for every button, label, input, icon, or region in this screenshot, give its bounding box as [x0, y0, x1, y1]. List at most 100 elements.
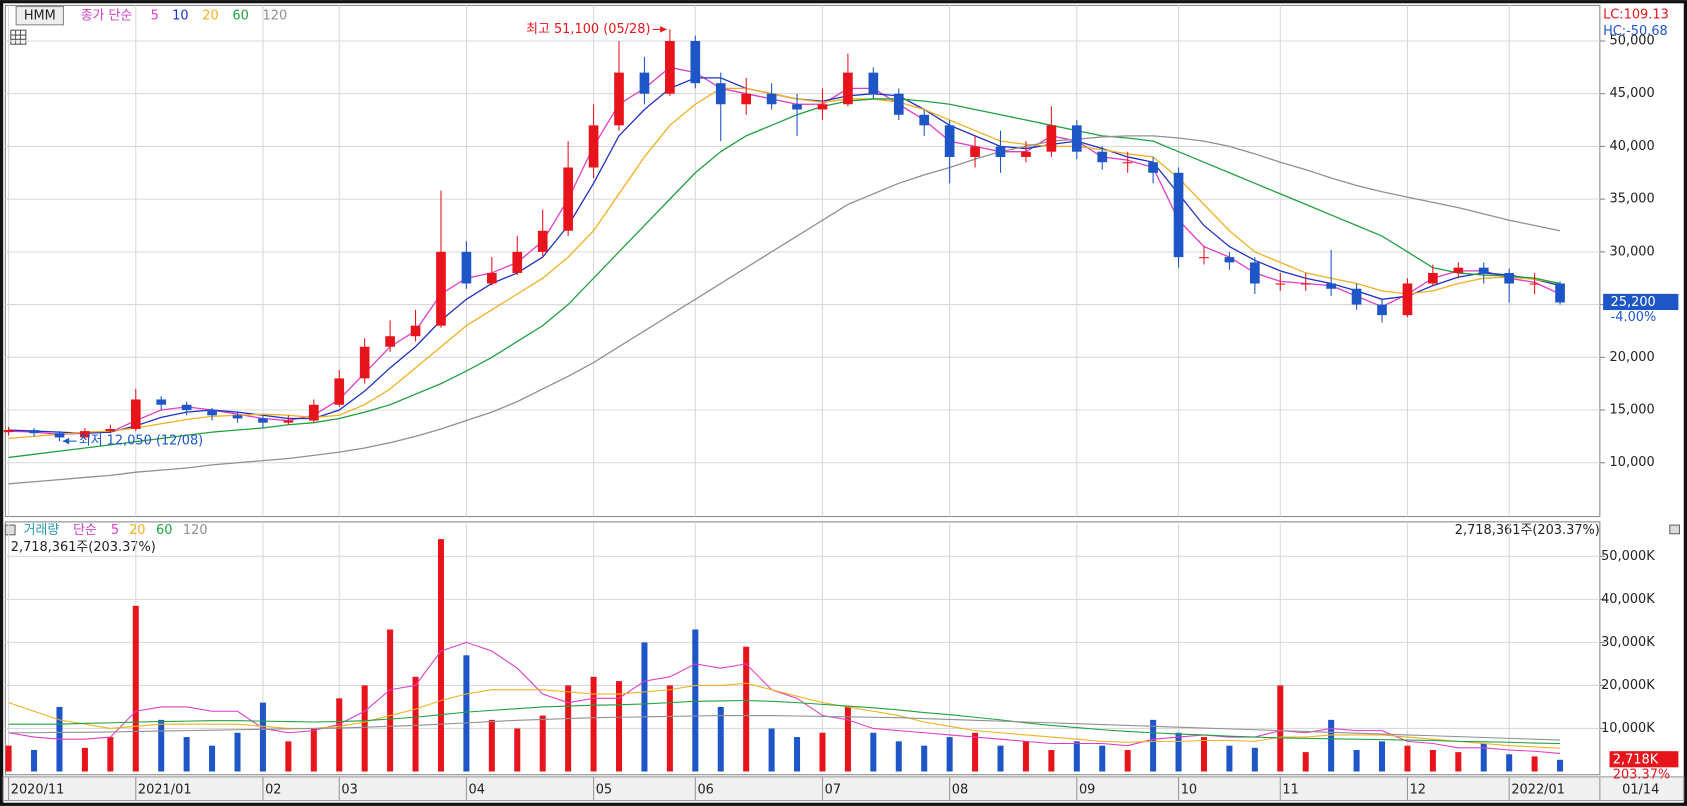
price-panel — [4, 4, 1601, 518]
x-tick-label: 12 — [1410, 782, 1426, 797]
volume-bar — [819, 732, 826, 772]
candle-body — [1453, 267, 1464, 273]
volume-bar — [1353, 749, 1360, 772]
volume-bar — [768, 728, 775, 772]
annotation-arrowhead — [62, 437, 70, 445]
price-legend-prefix: 종가 단순 — [81, 9, 133, 24]
x-tick-label: 07 — [825, 782, 841, 797]
candle-body — [1250, 262, 1260, 284]
symbol-box[interactable] — [15, 5, 65, 26]
y-tick-label: 45,000 — [1610, 86, 1655, 101]
candle-body — [1122, 162, 1133, 164]
volume-bar — [743, 646, 750, 772]
x-tick-label: 08 — [952, 782, 968, 797]
legend-entry: 20 — [202, 9, 218, 24]
candle-body — [817, 104, 828, 110]
candle-body — [3, 430, 14, 433]
candle-body — [80, 431, 90, 438]
x-tick-label: 09 — [1079, 782, 1095, 797]
candle-body — [970, 146, 980, 157]
candle-body — [1224, 257, 1235, 263]
volume-bar — [310, 728, 317, 772]
volume-bar — [336, 698, 343, 772]
candle-body — [436, 251, 446, 326]
volume-bar — [794, 737, 801, 772]
volume-bar — [539, 715, 546, 772]
legend-entry: 10 — [172, 9, 188, 24]
volume-bar — [1124, 749, 1131, 772]
x-tick-label: 2021/01 — [138, 782, 192, 797]
candle-body — [944, 125, 955, 157]
volume-bar — [1150, 719, 1157, 772]
candle-body — [614, 72, 624, 126]
candle-body — [1326, 283, 1336, 289]
volume-bar — [488, 719, 495, 772]
volume-bar — [209, 745, 216, 772]
volume-bar — [870, 732, 877, 772]
candle-body — [995, 146, 1006, 157]
volume-bar — [1099, 745, 1106, 772]
volume-bar — [1073, 741, 1080, 772]
candle-body — [54, 433, 65, 438]
volume-ratio: 203.37% — [1613, 767, 1670, 782]
table-icon[interactable] — [10, 29, 27, 45]
volume-bar — [1455, 752, 1462, 772]
x-tick-label: 02 — [265, 782, 281, 797]
volume-bar — [590, 676, 597, 772]
y-tick-label: 50,000K — [1601, 549, 1655, 564]
volume-bar — [972, 732, 979, 772]
y-tick-label: 20,000 — [1610, 350, 1655, 365]
legend-entry: 60 — [156, 523, 172, 538]
x-tick-label: 06 — [697, 782, 713, 797]
candle-body — [843, 72, 853, 105]
y-tick-label: 30,000K — [1601, 635, 1655, 650]
candle-body — [308, 404, 319, 421]
candle-body — [410, 325, 421, 337]
change-label: -4.00% — [1611, 310, 1657, 325]
candle-body — [741, 93, 752, 105]
volume-bar — [717, 706, 724, 772]
candle-body — [1478, 267, 1489, 273]
moving-average-line — [8, 682, 1561, 749]
volume-bar — [31, 749, 38, 772]
y-tick-label: 30,000 — [1610, 244, 1655, 259]
volume-bar — [844, 706, 851, 772]
volume-bar — [1328, 719, 1335, 772]
volume-bar — [895, 741, 902, 772]
candle-body — [1377, 304, 1387, 316]
volume-bar — [1404, 745, 1411, 772]
volume-icon[interactable] — [4, 524, 16, 536]
volume-bar — [1048, 749, 1055, 772]
candle-body — [156, 399, 167, 405]
x-tick-label: 2020/11 — [11, 782, 65, 797]
candle-body — [537, 230, 548, 252]
volume-bar — [107, 737, 114, 772]
x-tick-label: 03 — [341, 782, 357, 797]
lc-indicator: LC:109.13 — [1603, 8, 1669, 23]
x-tick-label: 04 — [469, 782, 485, 797]
volume-bar — [615, 681, 623, 772]
candle-body — [105, 428, 116, 432]
candle-body — [919, 114, 930, 126]
candle-body — [868, 72, 879, 94]
symbol: HMM — [24, 9, 56, 24]
panel-button[interactable] — [1669, 524, 1681, 535]
candle-body — [512, 251, 523, 273]
legend-entry: 5 — [111, 523, 119, 538]
volume-bar — [1175, 732, 1182, 772]
volume-legend-method: 단순 — [73, 523, 97, 538]
volume-bar — [1022, 741, 1029, 772]
y-tick-label: 35,000 — [1610, 192, 1655, 207]
volume-bar — [387, 629, 394, 772]
candle-body — [334, 378, 345, 405]
volume-bar — [361, 685, 368, 772]
volume-bar — [1200, 737, 1207, 772]
last-price-box — [1603, 293, 1679, 311]
moving-average-line — [8, 87, 1561, 440]
candle-body — [639, 72, 650, 94]
volume-legend-prefix: 거래량 — [24, 523, 60, 538]
candle-body — [461, 251, 472, 284]
high-annotation: 최고 51,100 (05/28) — [526, 22, 650, 37]
volume-bar — [5, 745, 12, 772]
